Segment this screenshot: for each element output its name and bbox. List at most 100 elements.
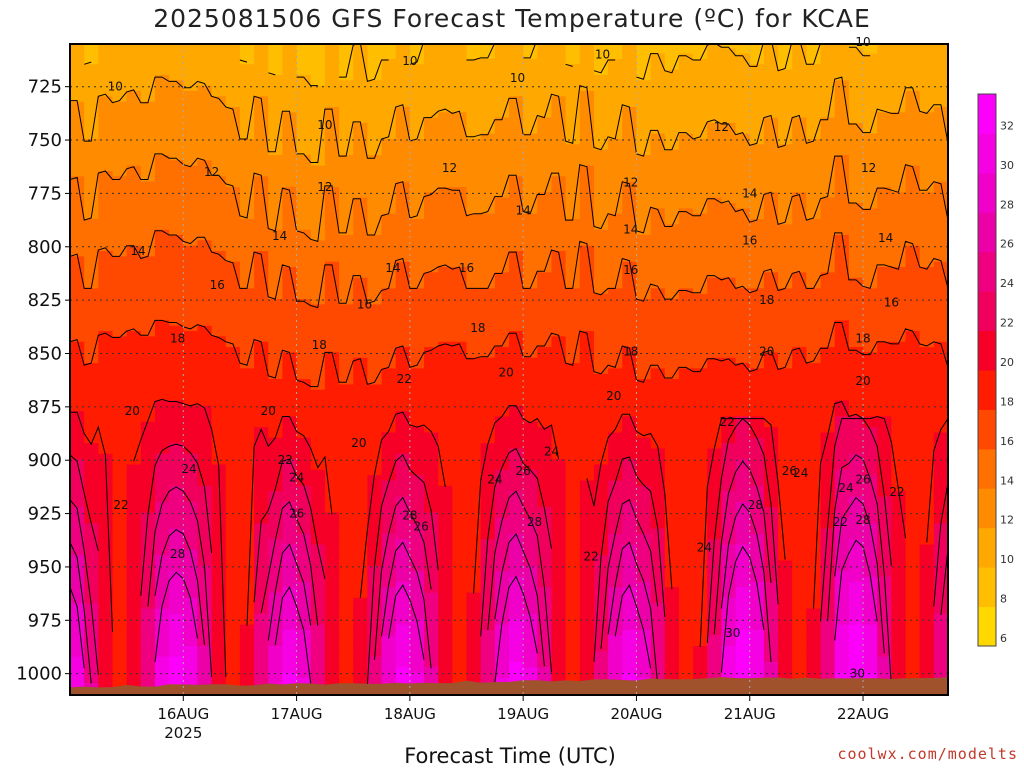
field-cell xyxy=(339,384,354,391)
field-cell xyxy=(154,469,170,476)
field-cell xyxy=(622,101,638,108)
field-cell xyxy=(324,133,340,140)
field-cell xyxy=(183,571,199,578)
field-cell xyxy=(324,80,340,87)
field-cell xyxy=(98,555,114,562)
field-cell xyxy=(537,528,553,535)
field-cell xyxy=(183,128,199,135)
field-cell xyxy=(636,53,652,60)
field-cell xyxy=(381,459,397,466)
field-cell xyxy=(268,283,284,289)
field-cell xyxy=(126,651,142,658)
field-cell xyxy=(197,192,213,199)
field-cell xyxy=(480,656,496,663)
field-cell xyxy=(565,320,581,327)
field-cell xyxy=(211,122,227,129)
field-cell xyxy=(84,192,99,199)
field-cell xyxy=(622,656,638,663)
field-cell xyxy=(509,224,524,231)
field-cell xyxy=(310,411,326,418)
field-cell xyxy=(452,368,468,375)
field-cell xyxy=(282,44,298,49)
field-cell xyxy=(239,517,255,524)
field-cell xyxy=(579,235,595,241)
field-cell xyxy=(466,261,482,268)
field-cell xyxy=(395,389,411,396)
field-cell xyxy=(523,69,538,76)
field-cell xyxy=(339,170,354,177)
field-cell xyxy=(480,597,496,604)
field-cell xyxy=(353,629,368,636)
field-cell xyxy=(239,427,255,434)
field-cell xyxy=(452,496,468,503)
field-cell xyxy=(367,96,383,103)
field-cell xyxy=(537,293,553,300)
field-cell xyxy=(70,581,85,588)
field-cell xyxy=(70,80,85,87)
field-cell xyxy=(183,624,199,631)
field-cell xyxy=(593,656,609,663)
field-cell xyxy=(211,453,227,460)
field-cell xyxy=(494,501,510,508)
field-cell xyxy=(367,453,383,460)
field-cell xyxy=(438,587,453,594)
field-cell xyxy=(424,331,439,338)
field-cell xyxy=(98,416,114,423)
field-cell xyxy=(381,667,397,674)
field-cell xyxy=(339,277,354,284)
field-cell xyxy=(70,245,85,252)
field-cell xyxy=(579,395,595,402)
field-cell xyxy=(395,549,411,556)
field-cell xyxy=(551,448,567,455)
field-cell xyxy=(593,437,609,444)
field-cell xyxy=(225,219,241,225)
field-cell xyxy=(452,245,468,252)
field-cell xyxy=(579,427,595,434)
field-cell xyxy=(282,96,298,103)
field-cell xyxy=(239,80,255,87)
field-cell xyxy=(126,293,142,300)
field-cell xyxy=(254,160,269,167)
field-cell xyxy=(593,405,609,412)
field-cell xyxy=(622,517,638,524)
field-cell xyxy=(310,672,326,679)
field-cell xyxy=(154,304,170,311)
field-cell xyxy=(424,154,439,161)
field-cell xyxy=(494,491,510,498)
field-cell xyxy=(324,603,340,610)
field-cell xyxy=(324,651,340,658)
field-cell xyxy=(424,597,439,604)
field-cell xyxy=(593,219,609,225)
field-cell xyxy=(367,635,383,642)
field-cell xyxy=(593,341,609,348)
field-cell xyxy=(466,74,482,81)
field-cell xyxy=(579,299,595,305)
field-cell xyxy=(622,565,638,572)
field-cell xyxy=(537,656,553,663)
field-cell xyxy=(409,533,425,540)
field-cell xyxy=(438,160,453,167)
field-cell xyxy=(353,112,368,119)
field-cell xyxy=(593,395,609,402)
field-cell xyxy=(622,672,638,679)
field-cell xyxy=(608,240,623,247)
field-cell xyxy=(112,363,128,370)
field-cell xyxy=(523,176,538,183)
field-cell xyxy=(197,619,213,626)
field-cell xyxy=(112,48,128,55)
field-cell xyxy=(239,203,255,209)
field-cell xyxy=(438,357,453,364)
field-cell xyxy=(509,48,524,55)
field-cell xyxy=(409,592,425,599)
field-cell xyxy=(339,368,354,375)
field-cell xyxy=(296,496,312,503)
field-cell xyxy=(296,592,312,599)
field-cell xyxy=(353,464,368,471)
field-cell xyxy=(268,544,284,551)
field-cell xyxy=(480,384,496,391)
field-cell xyxy=(84,656,99,663)
field-cell xyxy=(480,555,496,562)
field-cell xyxy=(523,400,538,407)
field-cell xyxy=(551,283,567,289)
field-cell xyxy=(537,608,553,615)
